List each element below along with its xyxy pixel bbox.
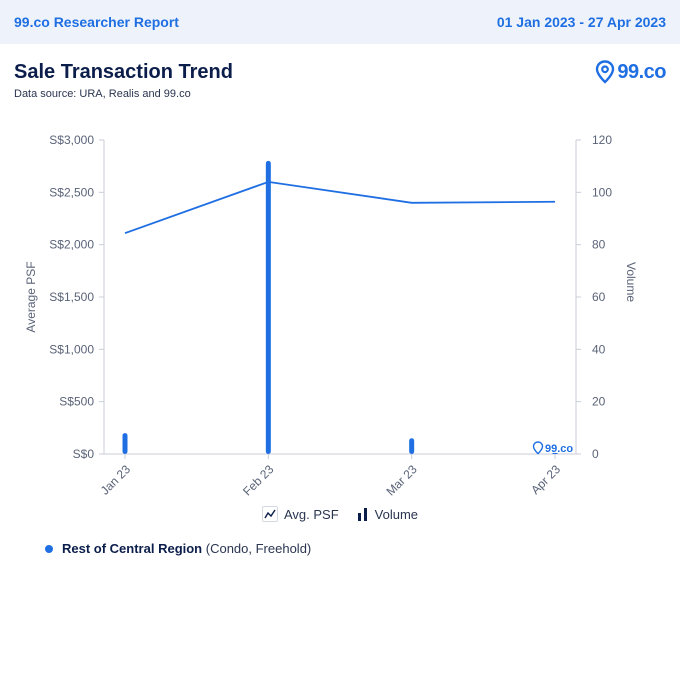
brand-name: 99.co: [617, 60, 666, 83]
legend-avg-psf[interactable]: Avg. PSF: [261, 506, 339, 522]
avg-psf-point[interactable]: [553, 200, 557, 204]
avg-psf-line[interactable]: [124, 180, 556, 235]
sale-transaction-chart: S$0 S$500 S$1,000 S$1,500 S$2,000 S$2,500 S$3,…: [24, 133, 638, 499]
region-detail: (Condo, Freehold): [205, 541, 312, 556]
chart-legend: Avg. PSF Volume: [0, 506, 680, 522]
x-tick-label: Mar 23: [383, 462, 420, 499]
brand-logo: 99.co: [595, 60, 666, 84]
y-tick-label: S$1,000: [49, 342, 94, 356]
report-header: 99.co Researcher Report 01 Jan 2023 - 27…: [0, 0, 680, 44]
avg-psf-point[interactable]: [266, 180, 270, 184]
chart-watermark: 99.co: [545, 443, 573, 455]
legend-volume[interactable]: Volume: [357, 506, 418, 522]
y-tick-label: S$2,000: [49, 238, 94, 252]
y-tick-label: S$0: [73, 447, 95, 461]
x-tick-label: Feb 23: [240, 462, 277, 499]
date-range: 01 Jan 2023 - 27 Apr 2023: [496, 14, 666, 30]
y2-tick-label: 100: [592, 185, 612, 199]
watermark-pin-icon: [532, 441, 544, 455]
legend-avg-psf-label: Avg. PSF: [283, 506, 339, 522]
x-tick-label: Jan 23: [98, 462, 134, 498]
volume-bar[interactable]: [122, 433, 128, 454]
avg-psf-point[interactable]: [410, 201, 414, 205]
y-tick-label: S$1,500: [49, 290, 94, 304]
location-pin-icon: [596, 60, 615, 84]
y2-tick-label: 80: [592, 238, 606, 252]
y2-tick-label: 60: [592, 290, 606, 304]
legend-volume-label: Volume: [374, 506, 419, 522]
y-tick-label: S$2,500: [49, 185, 94, 199]
y2-tick-label: 40: [592, 342, 606, 356]
region-color-dot: [45, 544, 53, 553]
bar-chart-icon: [357, 507, 369, 521]
region-legend-item: Rest of Central Region (Condo, Freehold): [45, 541, 311, 556]
report-title: 99.co Researcher Report: [14, 14, 179, 30]
volume-bar[interactable]: [552, 453, 558, 454]
y2-tick-label: 20: [592, 395, 606, 409]
x-tick-label: Apr 23: [528, 462, 563, 497]
avg-psf-point[interactable]: [123, 231, 127, 235]
region-name: Rest of Central Region: [62, 541, 203, 556]
y-tick-label: S$500: [59, 395, 94, 409]
y2-tick-label: 0: [592, 447, 599, 461]
line-chart-icon: [261, 506, 278, 522]
y2-axis-title: Volume: [624, 262, 638, 302]
data-source: Data source: URA, Realis and 99.co: [14, 88, 191, 100]
y-tick-label: S$3,000: [49, 133, 94, 147]
chart-title: Sale Transaction Trend: [14, 61, 233, 83]
y2-tick-label: 120: [592, 133, 612, 147]
volume-bar[interactable]: [409, 438, 415, 454]
y-axis-title: Average PSF: [24, 261, 38, 332]
volume-bar[interactable]: [265, 160, 271, 454]
